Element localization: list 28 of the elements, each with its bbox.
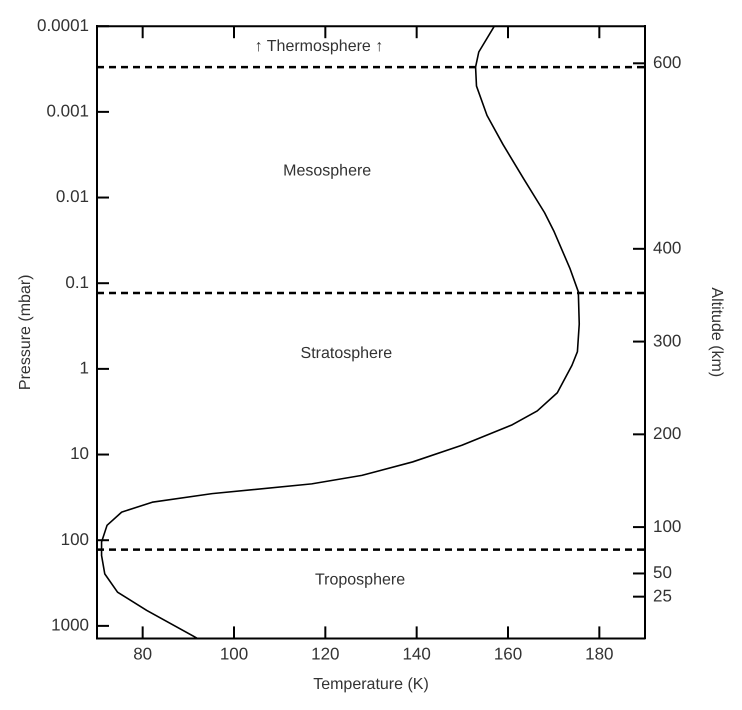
y2-tick-label: 25 — [653, 586, 672, 606]
annotation: Troposphere — [314, 572, 406, 589]
y-tick-label: 0.001 — [46, 102, 89, 121]
annotation: Stratosphere — [300, 345, 392, 362]
x-tick-label: 120 — [311, 644, 340, 664]
x-tick-label: 180 — [585, 644, 614, 664]
y-axis-title: Pressure (mbar) — [17, 274, 34, 390]
y2-tick-label: 600 — [653, 52, 682, 72]
y-tick-label: 1 — [80, 358, 89, 378]
y-tick-label: 0.1 — [65, 272, 89, 292]
y2-tick-label: 400 — [653, 238, 682, 258]
y2-tick-label: 50 — [653, 563, 672, 582]
y2-tick-label: 100 — [653, 516, 682, 536]
x-tick-label: 140 — [402, 644, 431, 664]
x-tick-label: 160 — [494, 644, 522, 664]
annotation: ↑ Thermosphere ↑ — [254, 38, 384, 55]
y-tick-label: 10 — [70, 444, 89, 464]
x-tick-label: 80 — [133, 644, 152, 664]
y-tick-label: 0.0001 — [37, 16, 89, 35]
annotation: Mesosphere — [283, 162, 372, 180]
y2-axis-title: Altitude (km) — [708, 287, 725, 378]
y-tick-label: 1000 — [51, 616, 89, 635]
x-axis-title: Temperature (K) — [313, 676, 429, 693]
x-tick-label: 100 — [220, 644, 248, 664]
y2-tick-label: 300 — [653, 331, 682, 350]
y-tick-label: 0.01 — [56, 187, 89, 206]
y2-tick-label: 200 — [653, 424, 682, 444]
y-tick-label: 100 — [60, 530, 89, 549]
